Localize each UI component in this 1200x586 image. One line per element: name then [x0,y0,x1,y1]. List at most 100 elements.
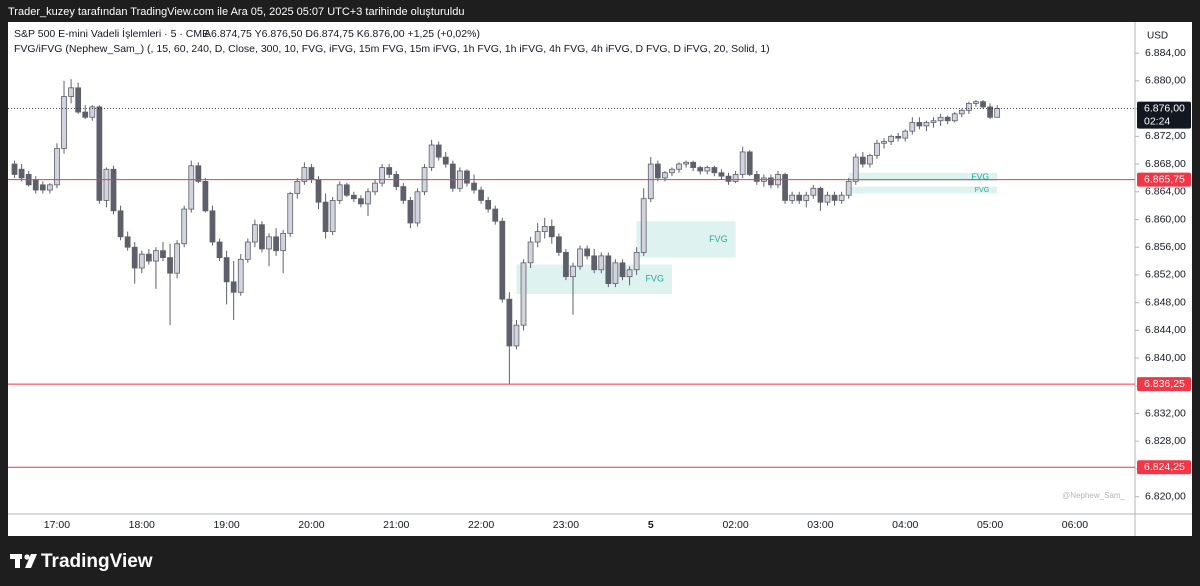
candle-body [131,246,138,269]
candle-body [386,167,393,175]
candle-body [803,194,810,201]
candle-body [358,198,364,205]
y-tick-label: 6.848,00 [1145,296,1186,308]
x-tick-label: 5 [648,519,654,531]
candle-body [400,186,407,201]
candle-body [598,255,605,271]
level-badge [1137,377,1191,392]
candle-body [61,96,67,149]
candle-body [209,210,216,243]
candle-body [895,135,902,139]
brand-name: TradingView [41,551,153,572]
candle-body [944,116,951,122]
candle-body [442,156,449,165]
y-tick-label: 6.828,00 [1145,435,1186,447]
candle-body [188,165,195,210]
candle-body [18,168,25,179]
y-tick-label: 6.868,00 [1145,158,1186,170]
candle-body [577,248,583,267]
candle-body [605,255,612,284]
candle-body [230,281,237,293]
candle-body [499,220,506,300]
y-tick-label: 6.864,00 [1145,186,1186,198]
candle-body [47,184,53,191]
y-tick-label: 6.832,00 [1145,407,1186,419]
candle-body [32,179,39,191]
candle-body [874,142,880,156]
candle-body [584,248,591,257]
candle-body [867,154,873,165]
brand-logo [10,554,37,568]
candle-body [54,148,60,186]
candle-body [527,241,534,264]
candle-body [881,141,887,144]
candle-body [11,163,18,175]
x-tick-label: 06:00 [1062,519,1088,531]
fvg-zone [636,221,736,258]
candle-body [662,172,668,179]
candle-body [160,250,166,259]
candle-body [725,175,732,182]
y-tick-label: 6.840,00 [1145,352,1186,364]
candle-body [619,262,626,278]
candle-body [75,87,82,113]
legend-title: S&P 500 E-mini Vadeli İşlemleri · 5 · CM… [14,27,209,40]
candle-body [739,151,746,175]
fvg-label: FVG [971,171,989,181]
candle-body [294,180,301,194]
candle-body [654,163,661,179]
candle-body [746,151,753,175]
candle-body [930,120,937,123]
fvg-zone [848,172,998,182]
candle-body [145,253,152,262]
candle-body [859,156,866,165]
candle-body [485,200,492,210]
candle-body [174,243,180,274]
candle-body [492,208,499,222]
candle-body [782,174,788,201]
level-badge [1137,172,1191,187]
candle-body [343,184,350,196]
candle-body [329,200,336,233]
candle-body [683,161,689,165]
level-badge [1137,460,1191,475]
candle-body [958,109,965,115]
candle-body [810,187,817,196]
level-badge-label: 6.836,25 [1144,378,1185,390]
y-tick-label: 6.872,00 [1145,130,1186,142]
candle-body [287,193,294,234]
candle-body [393,174,400,187]
candle-body [796,194,803,201]
watermark: @Nephew_Sam_ [1062,491,1125,500]
candle-body [350,194,357,200]
x-tick-label: 21:00 [383,519,409,531]
candle-body [633,252,640,271]
candle-body [690,161,697,168]
candle-body [676,163,682,170]
candle-body [379,167,386,184]
y-tick-label: 6.852,00 [1145,269,1186,281]
last-price-badge [1137,101,1191,129]
header-text: Trader_kuzey tarafından TradingView.com … [8,6,464,18]
candle-body [570,265,576,278]
candle-body [478,189,484,201]
candle-body [471,182,477,191]
candle-body [414,191,421,224]
candle-body [966,103,972,111]
y-tick-label: 6.820,00 [1145,490,1186,502]
candle-body [68,87,74,97]
candle-body [237,258,244,293]
candle-body [110,168,117,212]
candle-body [506,298,513,347]
candle-body [407,200,414,224]
fvg-label: FVG [709,234,728,244]
candle-body [973,101,979,104]
candle-body [852,156,859,182]
fvg-label: FVG [645,274,664,284]
last-price-label: 6.876,00 [1144,102,1185,114]
candle-body [195,165,202,182]
x-tick-label: 17:00 [44,519,70,531]
candle-body [308,167,315,181]
candle-body [626,269,633,278]
